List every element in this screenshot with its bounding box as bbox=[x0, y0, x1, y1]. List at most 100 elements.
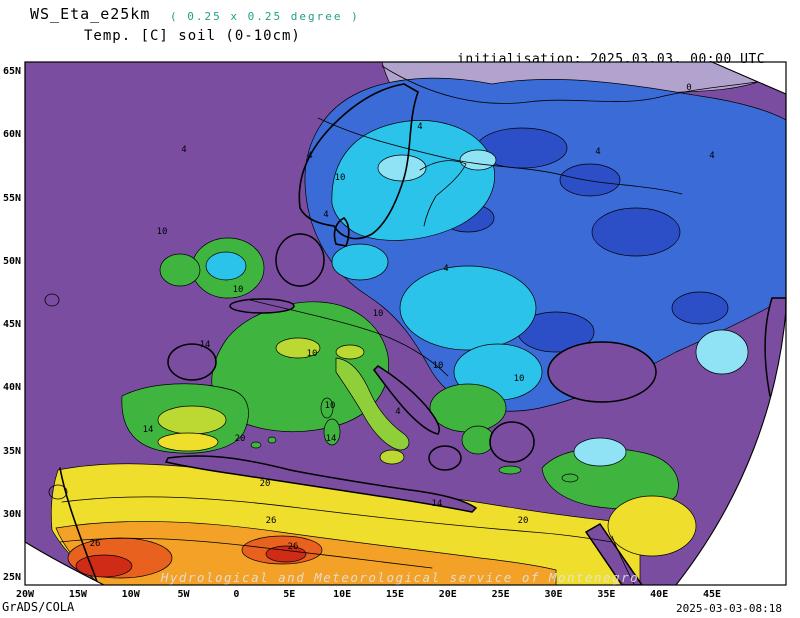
lat-label: 55N bbox=[2, 192, 21, 204]
lat-label: 35N bbox=[2, 445, 21, 457]
region-lightcyan-turkey bbox=[573, 437, 627, 467]
contour-label: 4 bbox=[595, 147, 600, 157]
lon-label: 5W bbox=[177, 589, 190, 600]
region-lightcyan bbox=[695, 329, 749, 375]
contour-label: 14 bbox=[143, 425, 154, 435]
contour-label: 20 bbox=[235, 434, 246, 444]
variable-title: Temp. [C] soil (0-10cm) bbox=[84, 28, 301, 44]
bay-of-biscay bbox=[167, 343, 217, 381]
region-cyan-baltic bbox=[331, 120, 495, 241]
denmark-coast bbox=[333, 217, 350, 247]
english-channel bbox=[229, 298, 295, 314]
lat-label: 30N bbox=[2, 508, 21, 520]
lat-label: 25N bbox=[2, 572, 21, 583]
adriatic-sea bbox=[373, 365, 440, 435]
region-darkblue bbox=[591, 207, 681, 257]
region-cyan-poland bbox=[331, 243, 389, 281]
ionian-sea bbox=[428, 445, 462, 471]
contour-4-east bbox=[317, 117, 683, 195]
contour-label: 4 bbox=[307, 151, 312, 161]
finland-coast bbox=[419, 160, 467, 227]
balearic-island bbox=[267, 436, 277, 444]
region-green-greece bbox=[461, 425, 495, 455]
contour-label: 14 bbox=[432, 499, 443, 509]
contour-label: 10 bbox=[514, 374, 525, 384]
grads-credit: GrADS/COLA bbox=[2, 600, 75, 614]
region-red bbox=[75, 554, 133, 578]
lon-label: 5E bbox=[283, 589, 296, 600]
grid-resolution: ( 0.25 x 0.25 degree ) bbox=[170, 10, 360, 23]
contour-label: 10 bbox=[307, 349, 318, 359]
region-lightcyan bbox=[377, 154, 427, 182]
lon-label: 40E bbox=[650, 589, 669, 600]
lon-label: 45E bbox=[703, 589, 722, 600]
contour-label: 4 bbox=[709, 151, 714, 161]
contour-label: 4 bbox=[395, 407, 400, 417]
region-lightcyan bbox=[459, 149, 497, 171]
model-title: WS_Eta_e25km bbox=[30, 5, 151, 23]
region-green-corsica bbox=[320, 397, 334, 419]
region-yellow-iberia-south bbox=[157, 432, 219, 452]
lat-label: 65N bbox=[2, 66, 21, 77]
contour-label: 4 bbox=[443, 264, 448, 274]
nile-valley bbox=[611, 535, 635, 585]
coastline-layer bbox=[44, 65, 757, 585]
sea-mask-layer bbox=[164, 233, 786, 585]
region-red bbox=[265, 545, 307, 563]
lon-label: 10E bbox=[333, 589, 352, 600]
region-green-balkans bbox=[429, 383, 507, 433]
region-yellowgreen-po bbox=[335, 344, 365, 360]
contour-label: 4 bbox=[323, 210, 328, 220]
domain-boundary bbox=[24, 61, 787, 586]
contour-label: 10 bbox=[433, 361, 444, 371]
region-green-ireland bbox=[159, 253, 201, 287]
mediterranean-sea bbox=[164, 455, 478, 513]
lon-label: 15E bbox=[385, 589, 404, 600]
contour-label: 26 bbox=[90, 539, 101, 549]
contour-0-north bbox=[381, 65, 757, 104]
lon-label: 15W bbox=[68, 589, 87, 600]
lon-label: 35E bbox=[597, 589, 616, 600]
lat-label: 60N bbox=[2, 129, 21, 141]
creation-timestamp: 2025-03-03-08:18 bbox=[676, 602, 782, 615]
contour-10-central bbox=[249, 299, 449, 377]
region-yellow-mideast bbox=[607, 495, 697, 557]
region-italy bbox=[335, 357, 410, 451]
black-sea bbox=[547, 341, 657, 403]
contour-label: 20 bbox=[518, 516, 529, 526]
scandinavia-coast bbox=[298, 83, 419, 240]
region-sicily bbox=[379, 449, 405, 465]
contour-label: 20 bbox=[260, 479, 271, 489]
contour-label: 10 bbox=[233, 285, 244, 295]
region-darkblue bbox=[671, 291, 729, 325]
lon-label: 30E bbox=[544, 589, 563, 600]
lon-label: 25E bbox=[491, 589, 510, 600]
region-darkblue bbox=[559, 163, 621, 197]
region-green-sardinia bbox=[323, 418, 341, 446]
crete-island bbox=[498, 465, 522, 475]
contour-label: 10 bbox=[157, 227, 168, 237]
region-yellowgreen-iberia bbox=[157, 405, 227, 435]
contour-label-layer: 0 4 4 4 4 4 10 4 10 4 10 10 14 10 10 10 10 4 14 20 14 20 14 26 2… bbox=[90, 83, 715, 552]
lon-label: 20E bbox=[438, 589, 457, 600]
contour-label: 14 bbox=[326, 434, 337, 444]
lat-label: 40N bbox=[2, 382, 21, 394]
morocco-atlantic-coast bbox=[59, 467, 99, 585]
region-cyan-uk-core bbox=[205, 251, 247, 281]
contour-20-africa bbox=[61, 496, 613, 543]
cyprus-island bbox=[561, 473, 579, 483]
lon-label: 20W bbox=[15, 589, 35, 600]
aegean-sea bbox=[489, 421, 535, 463]
north-sea bbox=[275, 233, 325, 287]
contour-label: 10 bbox=[373, 309, 384, 319]
contour-label: 26 bbox=[266, 516, 277, 526]
lat-label: 45N bbox=[2, 319, 21, 330]
contour-label: 10 bbox=[335, 173, 346, 183]
atlantic-island-contour bbox=[44, 293, 60, 307]
region-yellowgreen-france bbox=[275, 337, 321, 359]
lon-label: 10W bbox=[121, 589, 140, 600]
balearic-island bbox=[250, 441, 262, 449]
contour-label: 0 bbox=[686, 83, 691, 93]
